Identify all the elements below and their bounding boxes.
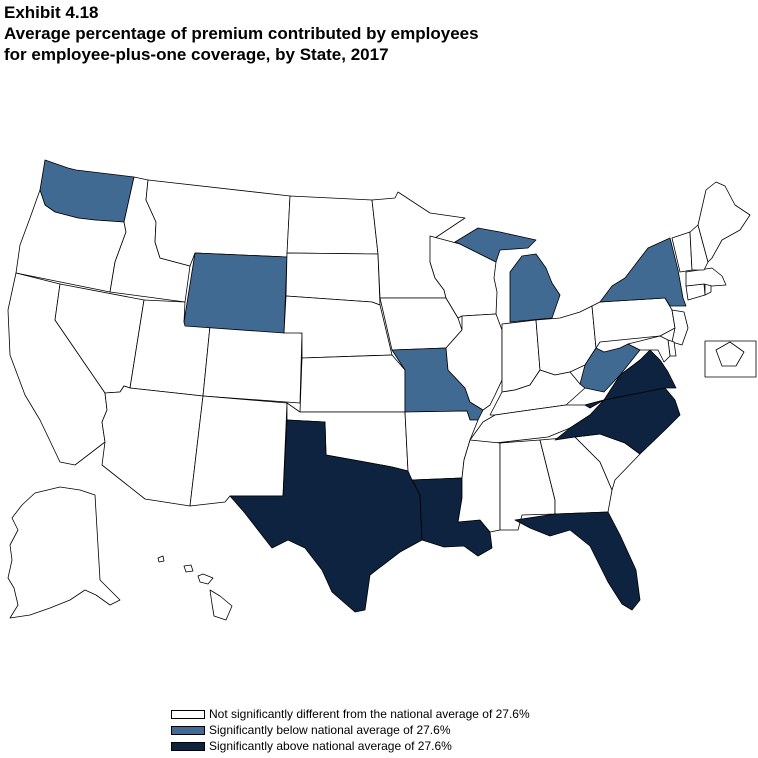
state-MI-lower	[509, 253, 561, 323]
state-NY	[599, 237, 687, 307]
state-VA	[584, 349, 677, 409]
state-ND	[286, 195, 379, 255]
state-HI-2	[183, 564, 194, 573]
state-NJ	[671, 309, 689, 346]
state-MT	[145, 179, 291, 267]
legend-item-not-significant: Not significantly different from the nat…	[171, 706, 530, 722]
state-IA	[379, 297, 463, 351]
state-ME	[697, 181, 751, 263]
state-WY	[183, 252, 288, 334]
title-line-2: for employee-plus-one coverage, by State…	[4, 45, 389, 64]
state-MA	[685, 267, 727, 287]
chart-title: Exhibit 4.18 Average percentage of premi…	[4, 2, 479, 65]
state-NM	[189, 395, 288, 507]
state-NH	[689, 224, 709, 271]
state-TX	[229, 419, 423, 613]
state-CO	[202, 325, 303, 404]
state-HI-1	[157, 555, 165, 563]
legend-item-below: Significantly below national average of …	[171, 722, 530, 738]
state-HI-4	[209, 589, 233, 621]
state-KS	[299, 354, 406, 413]
legend-item-above: Significantly above national average of …	[171, 738, 530, 754]
legend-label-above: Significantly above national average of …	[209, 739, 452, 753]
legend-label-below: Significantly below national average of …	[209, 723, 451, 737]
state-MI-upper	[454, 227, 537, 263]
state-DC	[715, 341, 745, 367]
legend-swatch-above	[171, 741, 205, 751]
map-legend: Not significantly different from the nat…	[171, 706, 530, 754]
state-AK	[7, 486, 121, 619]
title-line-1: Average percentage of premium contribute…	[4, 24, 479, 43]
state-AZ	[101, 385, 204, 507]
legend-swatch-below	[171, 725, 205, 735]
state-CT	[685, 283, 706, 301]
legend-label-not-significant: Not significantly different from the nat…	[209, 707, 530, 721]
state-MD	[627, 335, 671, 363]
state-FL	[514, 511, 641, 611]
exhibit-number: Exhibit 4.18	[4, 3, 99, 22]
legend-swatch-not-significant	[171, 709, 205, 719]
state-HI-3	[197, 573, 214, 585]
